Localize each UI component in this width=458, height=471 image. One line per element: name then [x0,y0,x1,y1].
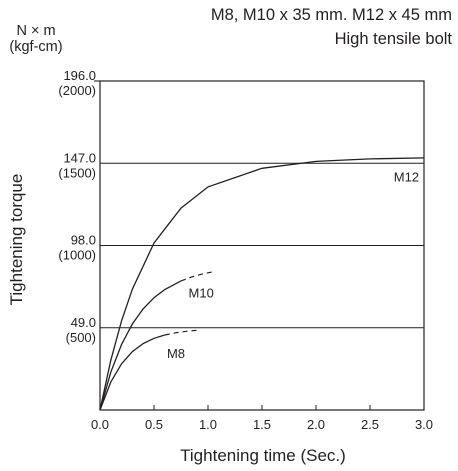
y-unit-kgf: (kgf-cm) [9,39,63,55]
y-tick-label-3: 196.0 [63,68,96,83]
curve-m8 [99,334,165,411]
curve-m8-extension [164,329,198,336]
chart-title: M8, M10 x 35 mm. M12 x 45 mm [210,6,452,24]
y-unit-si: N × m [16,23,56,39]
x-tick-label-2: 1.0 [199,417,217,432]
y-tick-label-1: 98.0 [71,233,96,248]
curve-m10 [99,280,182,411]
curve-label-m8: M8 [167,346,185,361]
x-tick-label-6: 3.0 [415,417,433,432]
chart-subtitle: High tensile bolt [334,30,452,48]
x-tick-label-4: 2.0 [307,417,325,432]
curve-m12 [99,157,425,411]
x-tick-label-0: 0.0 [91,417,109,432]
x-axis-title: Tightening time (Sec.) [180,446,346,465]
x-tick-label-1: 0.5 [145,417,163,432]
y-tick-sublabel-1: (1000) [58,248,96,263]
curve-label-m12: M12 [394,170,419,185]
curve-m10-extension [180,271,214,282]
y-tick-sublabel-2: (1500) [58,165,96,180]
y-tick-sublabel-3: (2000) [58,83,96,98]
x-tick-label-3: 1.5 [253,417,271,432]
curve-label-m10: M10 [189,286,214,301]
y-axis-title: Tightening torque [7,174,26,306]
y-tick-label-2: 147.0 [63,150,96,165]
y-tick-label-0: 49.0 [71,315,96,330]
x-tick-label-5: 2.5 [361,417,379,432]
y-tick-sublabel-0: (500) [66,330,96,345]
